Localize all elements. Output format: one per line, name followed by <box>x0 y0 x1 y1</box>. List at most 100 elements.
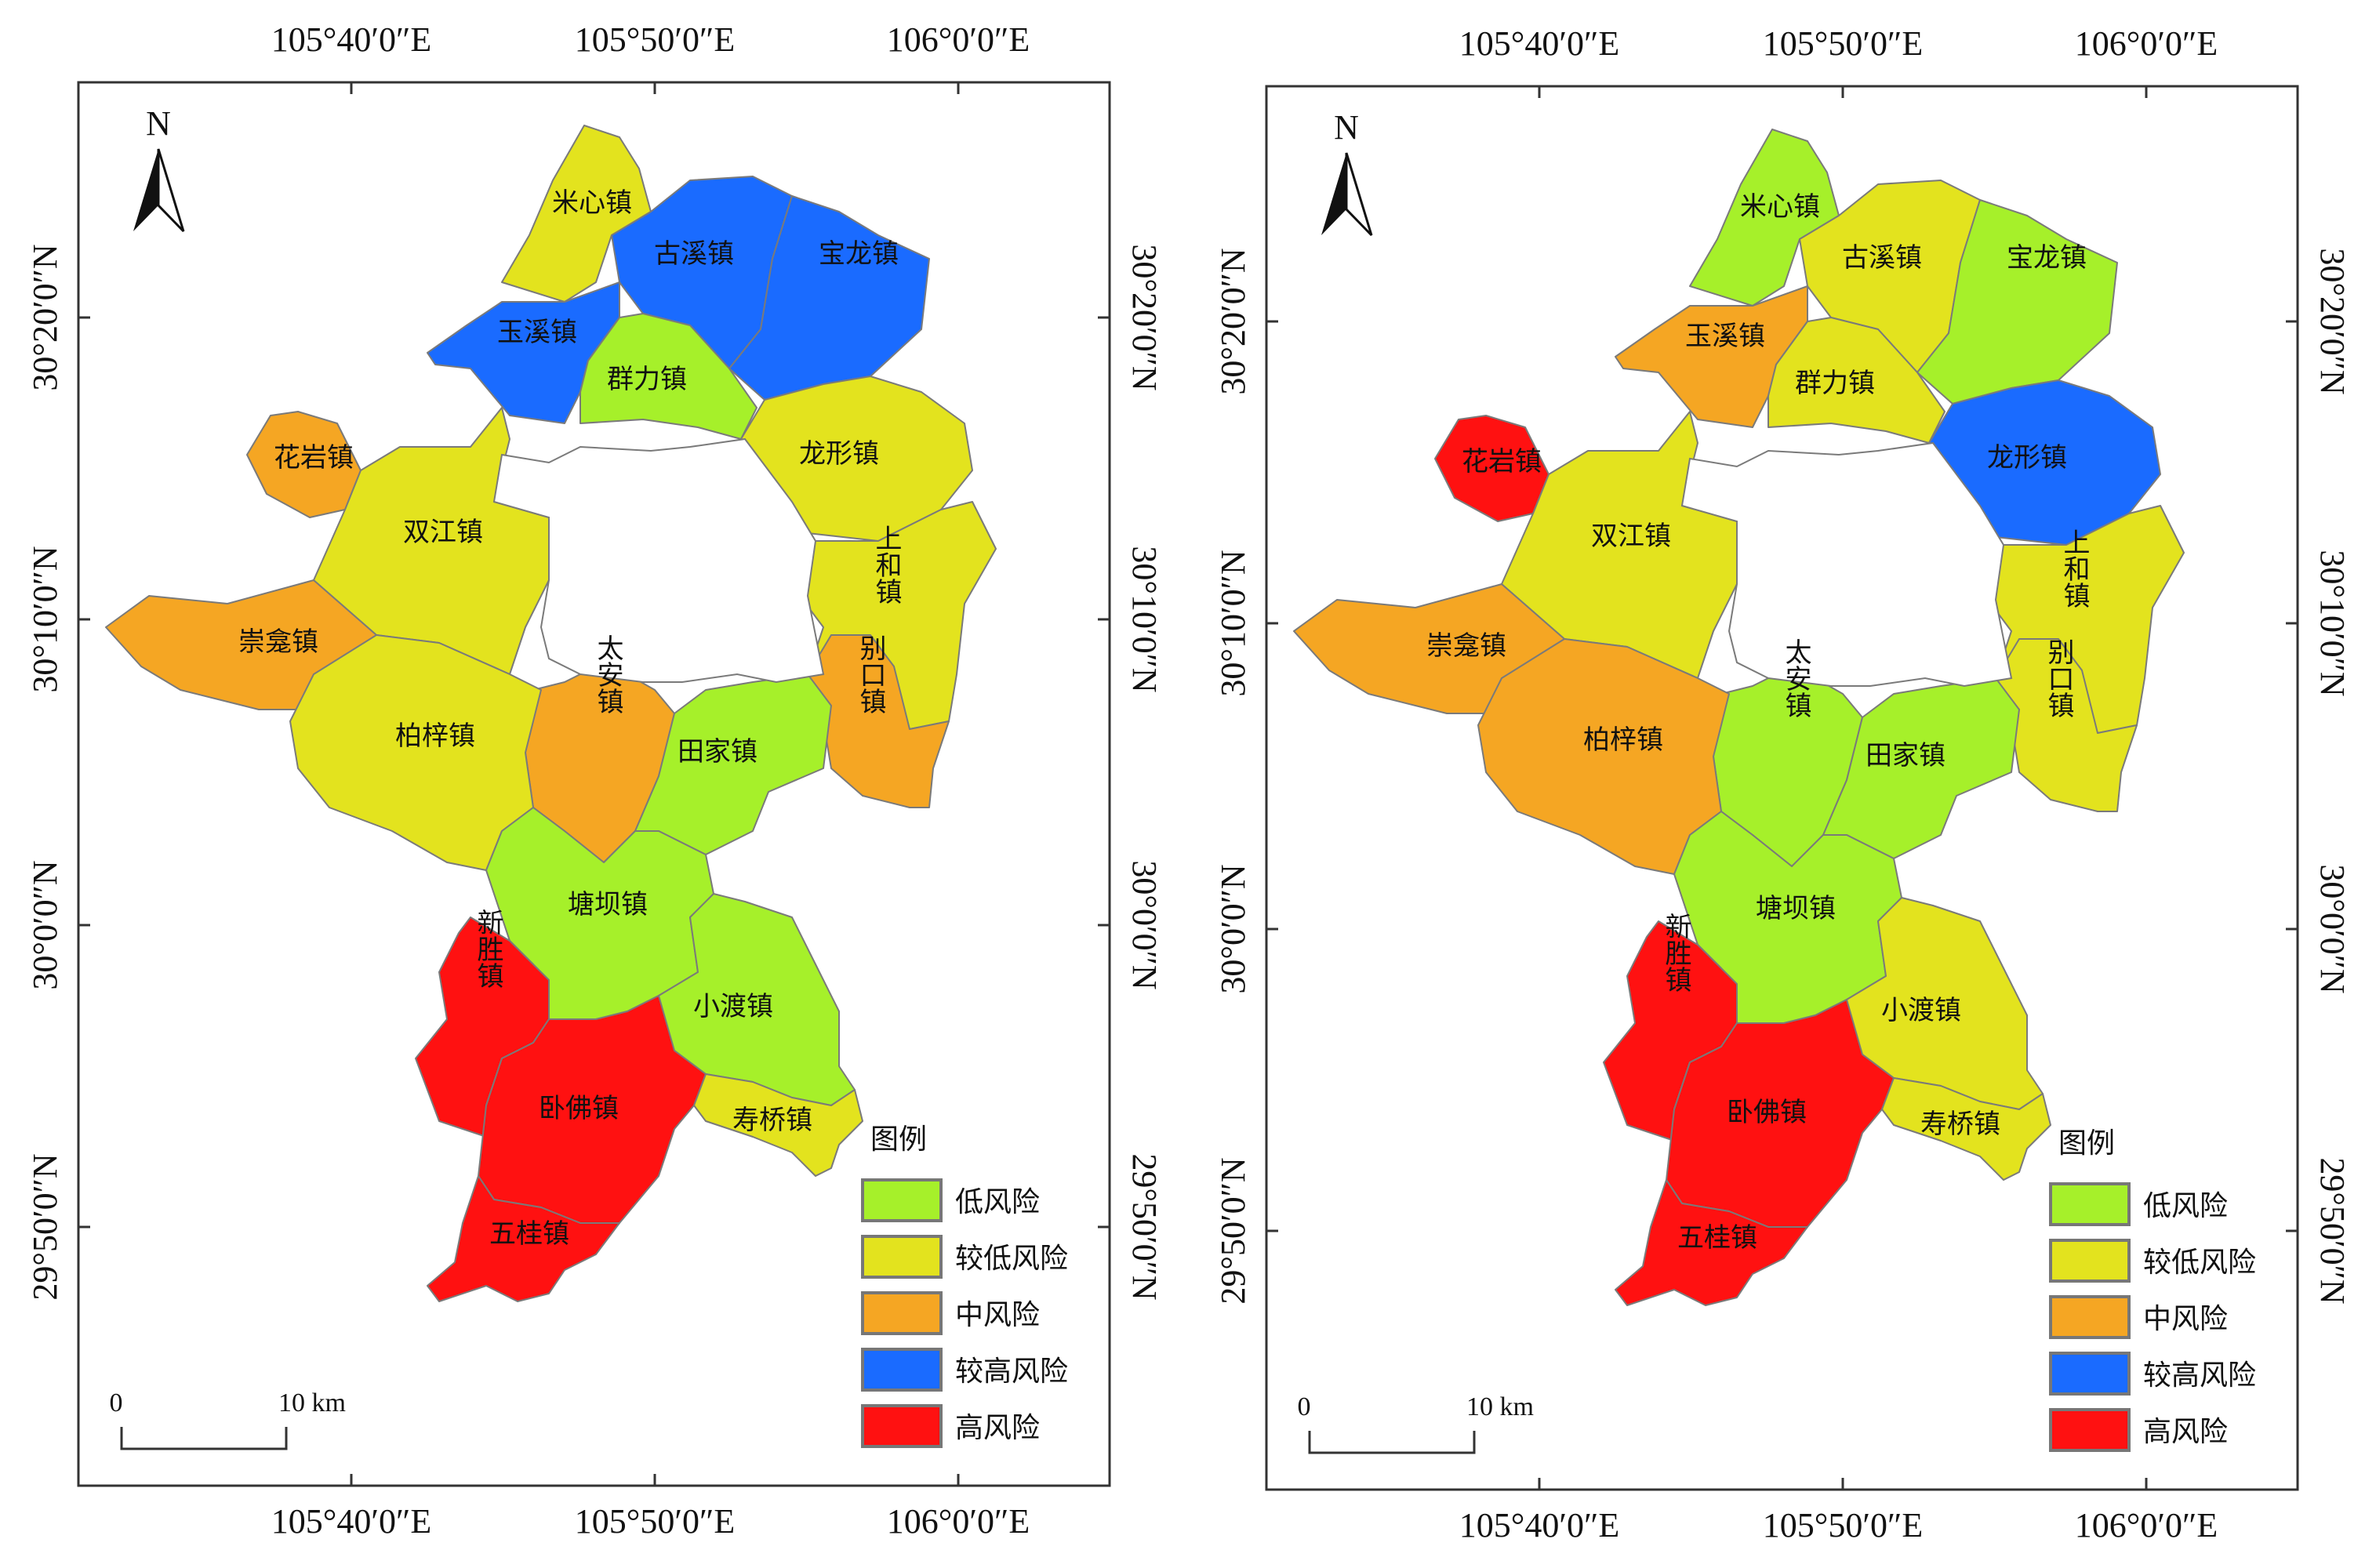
town-label: 群力镇 <box>1795 368 1875 399</box>
risk-map-panel-right: 105°40′0″E 105°50′0″E 106°0′0″E 105°40′0… <box>1188 0 2376 1568</box>
town-label: 小渡镇 <box>1881 995 1961 1026</box>
legend-swatch <box>861 1404 943 1448</box>
left-lat-label: 30°0′0″N <box>26 860 64 989</box>
scale-bar: 0 10 km <box>110 1388 346 1450</box>
left-lat-label: 29°50′0″N <box>1214 1157 1252 1304</box>
town-label-vertical: 太安镇 <box>592 634 623 714</box>
town-label-vertical: 新胜镇 <box>1660 913 1691 993</box>
region-biekou <box>807 634 950 808</box>
legend-label: 中风险 <box>955 1299 1040 1331</box>
legend-label: 较高风险 <box>2143 1359 2256 1392</box>
region-mixin <box>1689 129 1840 307</box>
top-lon-label: 105°50′0″E <box>1763 24 1923 63</box>
right-lat-label: 30°20′0″N <box>2313 248 2352 394</box>
bottom-lon-label: 105°40′0″E <box>271 1502 431 1541</box>
svg-text:N: N <box>1334 108 1359 147</box>
town-label: 花岩镇 <box>274 442 354 474</box>
town-label-vertical: 别口镇 <box>2043 638 2074 718</box>
town-label: 五桂镇 <box>489 1218 569 1250</box>
town-label: 米心镇 <box>552 187 632 219</box>
region-qunli <box>1767 317 1945 444</box>
region-wofo <box>478 995 707 1224</box>
town-label: 塘坝镇 <box>1756 893 1836 924</box>
town-label: 古溪镇 <box>1842 242 1922 274</box>
legend: 图例 低风险 较低风险 中风险 较高风险 高风险 <box>2049 1127 2256 1452</box>
legend-swatch <box>861 1235 943 1279</box>
right-lat-label: 30°20′0″N <box>1125 244 1164 390</box>
town-label-vertical: 太安镇 <box>1780 638 1811 718</box>
north-arrow-icon: N <box>133 104 185 233</box>
legend-title: 图例 <box>870 1123 927 1156</box>
town-label: 玉溪镇 <box>497 317 577 348</box>
top-lon-label: 106°0′0″E <box>887 20 1030 59</box>
legend-swatch <box>2049 1295 2131 1339</box>
town-label-vertical: 上和镇 <box>870 524 902 604</box>
region-biekou <box>1995 638 2138 812</box>
town-label: 古溪镇 <box>654 238 734 270</box>
left-lat-label: 30°10′0″N <box>1214 550 1252 696</box>
bottom-lon-label: 105°40′0″E <box>1459 1506 1619 1544</box>
town-label: 崇龛镇 <box>238 626 318 658</box>
right-lat-label: 29°50′0″N <box>2313 1157 2352 1304</box>
legend-label: 低风险 <box>955 1186 1040 1218</box>
town-regions <box>1293 129 2185 1306</box>
town-label: 米心镇 <box>1740 191 1820 223</box>
legend-swatch <box>861 1291 943 1335</box>
town-label: 田家镇 <box>1866 740 1945 771</box>
region-wugui <box>1615 1179 1808 1306</box>
town-label: 五桂镇 <box>1677 1222 1757 1254</box>
legend-title: 图例 <box>2058 1127 2115 1160</box>
town-label-vertical: 新胜镇 <box>472 909 503 989</box>
bottom-lon-label: 106°0′0″E <box>2075 1506 2218 1544</box>
legend-swatch <box>2049 1239 2131 1283</box>
map-frame <box>77 81 1111 1487</box>
legend-label: 较高风险 <box>955 1356 1068 1388</box>
region-shouqiao <box>693 1073 863 1177</box>
scale-start-label: 0 <box>110 1388 123 1417</box>
north-arrow-icon: N <box>1321 108 1373 237</box>
town-label: 柏梓镇 <box>1583 724 1663 756</box>
town-label: 宝龙镇 <box>2007 242 2087 274</box>
town-label: 田家镇 <box>678 736 757 768</box>
town-label: 群力镇 <box>607 364 687 395</box>
map-svg-right: 105°40′0″E 105°50′0″E 106°0′0″E 105°40′0… <box>1214 24 2352 1544</box>
right-lat-label: 29°50′0″N <box>1125 1153 1164 1300</box>
town-label: 塘坝镇 <box>568 889 648 920</box>
region-mixin <box>501 125 652 303</box>
town-label: 小渡镇 <box>693 991 773 1022</box>
bottom-lon-label: 105°50′0″E <box>1763 1506 1923 1544</box>
risk-map-panel-left: 105°40′0″E 105°50′0″E 106°0′0″E 105°40′0… <box>26 20 1164 1541</box>
legend-label: 较低风险 <box>955 1243 1068 1275</box>
top-lon-label: 106°0′0″E <box>2075 24 2218 63</box>
scale-bar: 0 10 km <box>1298 1392 1534 1454</box>
legend-swatch <box>2049 1352 2131 1396</box>
region-shouqiao <box>1881 1077 2051 1181</box>
legend-label: 高风险 <box>955 1412 1040 1444</box>
legend-label: 中风险 <box>2143 1303 2228 1335</box>
town-label: 龙形镇 <box>1987 442 2067 474</box>
legend-swatch <box>2049 1408 2131 1452</box>
town-label-vertical: 别口镇 <box>855 634 886 714</box>
left-lat-label: 30°20′0″N <box>26 244 64 390</box>
town-label: 玉溪镇 <box>1685 321 1765 352</box>
town-label: 崇龛镇 <box>1426 630 1506 662</box>
town-label: 宝龙镇 <box>819 238 899 270</box>
region-wugui <box>427 1175 620 1302</box>
town-label: 柏梓镇 <box>395 720 475 752</box>
legend-swatch <box>2049 1182 2131 1226</box>
legend-swatch <box>861 1348 943 1392</box>
left-lat-label: 30°0′0″N <box>1214 864 1252 993</box>
map-frame <box>1265 85 2299 1491</box>
town-label: 卧佛镇 <box>1727 1097 1807 1128</box>
town-label-vertical: 上和镇 <box>2058 528 2090 608</box>
town-label: 卧佛镇 <box>539 1093 619 1124</box>
right-lat-label: 30°0′0″N <box>2313 864 2352 993</box>
region-wofo <box>1666 999 1895 1228</box>
scale-end-label: 10 km <box>1466 1392 1534 1421</box>
top-lon-label: 105°50′0″E <box>575 20 735 59</box>
legend-label: 高风险 <box>2143 1416 2228 1448</box>
town-regions <box>105 125 997 1302</box>
left-lat-label: 29°50′0″N <box>26 1153 64 1300</box>
legend-label: 低风险 <box>2143 1190 2228 1222</box>
right-lat-label: 30°10′0″N <box>2313 550 2352 696</box>
